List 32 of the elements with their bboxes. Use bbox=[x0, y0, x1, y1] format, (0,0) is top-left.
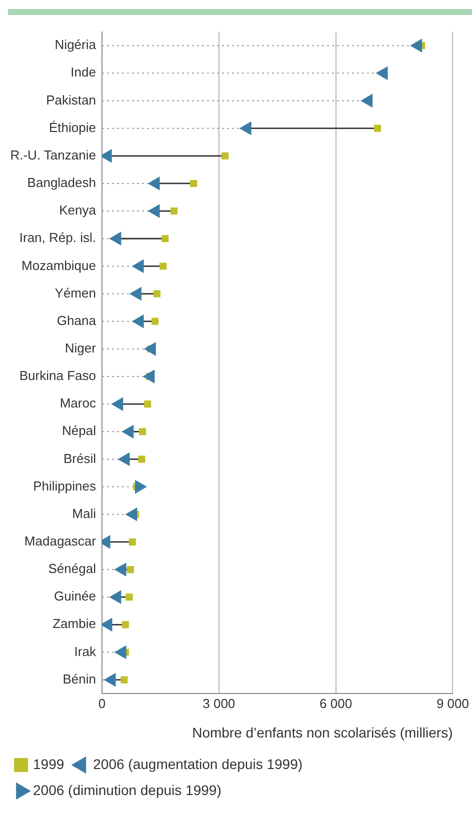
legend-label: 2006 (augmentation depuis 1999) bbox=[93, 756, 303, 772]
y-tick-label: Burkina Faso bbox=[19, 368, 96, 384]
y-tick-label: Zambie bbox=[52, 616, 96, 632]
y-tick-label: Niger bbox=[64, 340, 97, 356]
y-tick-label: Inde bbox=[70, 64, 96, 80]
y-tick-label: Nigéria bbox=[54, 37, 97, 52]
y-tick-label: Guinée bbox=[54, 588, 96, 604]
y-tick-label: Mali bbox=[72, 506, 96, 521]
x-tick-label: 0 bbox=[98, 696, 106, 711]
y-tick-label: Mozambique bbox=[22, 258, 96, 273]
y-tick-label: Bangladesh bbox=[27, 175, 96, 190]
y-tick-label: Sénégal bbox=[48, 561, 96, 576]
y-tick-label: Irak bbox=[74, 644, 96, 659]
x-tick-label: 3 000 bbox=[202, 696, 236, 711]
x-axis-title: Nombre d’enfants non scolarisés (milliers) bbox=[192, 724, 453, 740]
y-tick-label: Philippines bbox=[33, 478, 96, 494]
y-tick-label: Maroc bbox=[60, 396, 96, 411]
y-tick-label: Pakistan bbox=[46, 92, 96, 108]
legend-label: 2006 (diminution depuis 1999) bbox=[33, 782, 222, 798]
y-tick-label: Iran, Rép. isl. bbox=[19, 230, 96, 246]
y-tick-label: Bénin bbox=[62, 671, 96, 686]
y-tick-label: Madagascar bbox=[24, 534, 97, 549]
y-tick-label: Brésil bbox=[63, 450, 96, 466]
x-tick-label: 9 000 bbox=[436, 696, 470, 711]
y-tick-label: Népal bbox=[62, 423, 96, 438]
y-tick-label: Ghana bbox=[56, 312, 97, 328]
x-tick-label: 6 000 bbox=[320, 696, 352, 711]
y-tick-label: Kenya bbox=[59, 202, 97, 218]
y-tick-label: Yémen bbox=[54, 285, 96, 300]
y-tick-label: R.-U. Tanzanie bbox=[10, 147, 96, 162]
legend-label: 1999 bbox=[33, 756, 64, 772]
y-tick-label: Éthiopie bbox=[48, 120, 96, 135]
